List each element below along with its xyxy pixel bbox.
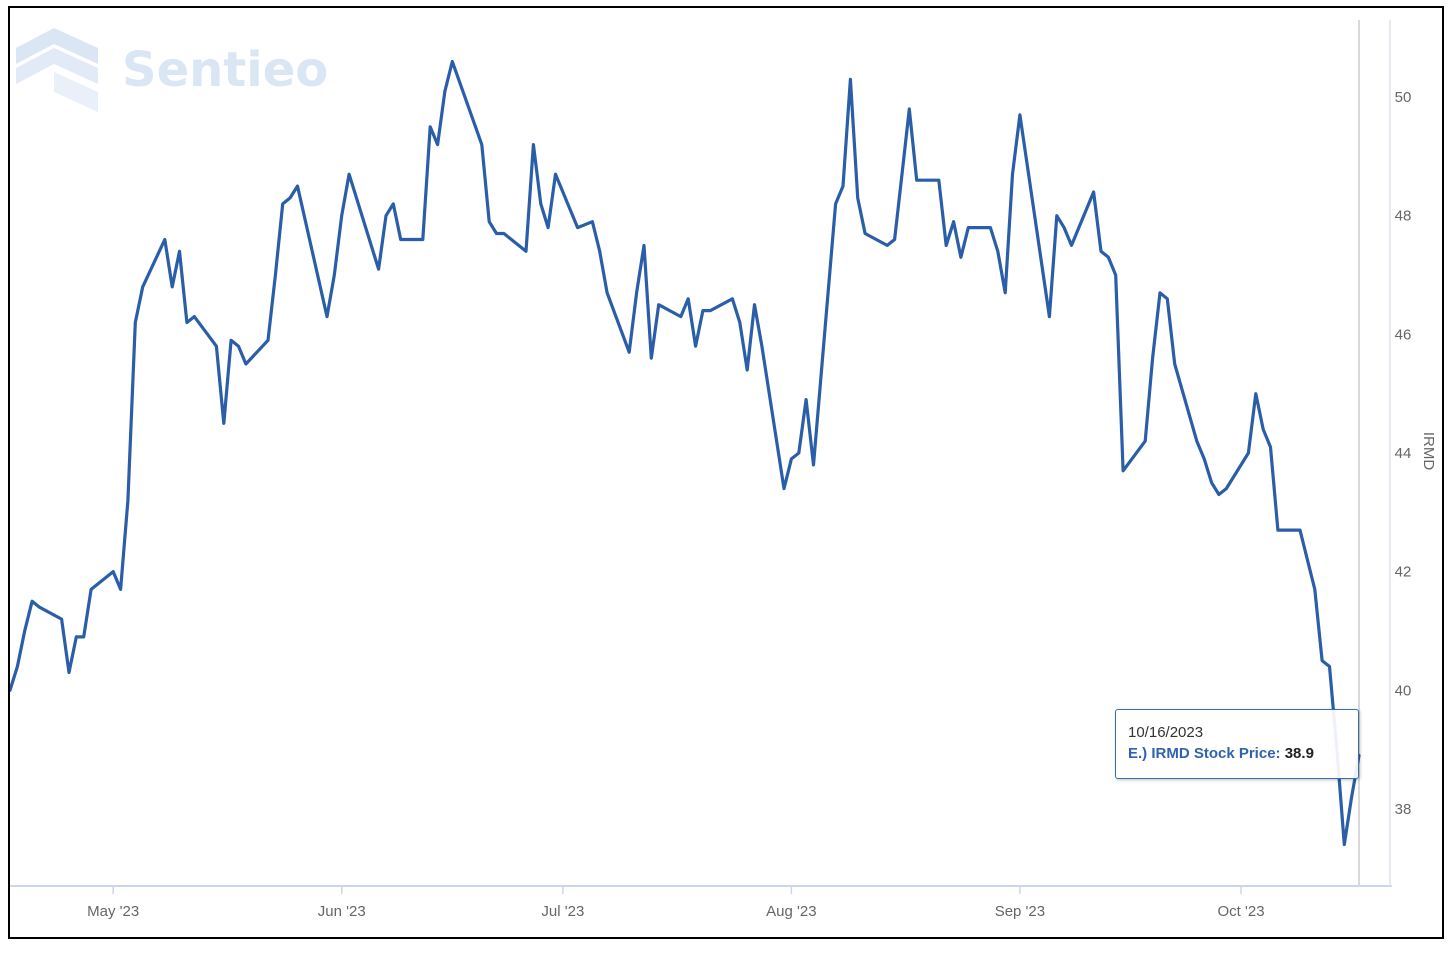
sentieo-logo: Sentieo — [16, 28, 328, 112]
series-line-irmd[interactable] — [10, 59, 1361, 847]
y-tick-label: 40 — [1395, 682, 1412, 699]
logo-mark-middle — [16, 48, 98, 84]
y-tick-label: 46 — [1395, 326, 1412, 343]
chart-frame: Sentieo May '23 Jun '23 Jul '23 Aug '23 Sep … — [8, 6, 1444, 939]
y-axis-ticks: 38 40 42 44 46 48 50 — [1395, 89, 1412, 818]
y-tick-label: 44 — [1395, 445, 1412, 462]
logo-mark-top — [16, 28, 98, 64]
logo-mark-bottom — [54, 72, 98, 112]
x-tick-label: May '23 — [87, 903, 139, 920]
y-tick-label: 48 — [1395, 208, 1412, 225]
x-tick-label: Jul '23 — [541, 903, 584, 920]
y-tick-label: 38 — [1395, 801, 1412, 818]
tooltip-value: 38.9 — [1284, 745, 1314, 762]
tooltip-date: 10/16/2023 — [1128, 724, 1204, 741]
x-tick-label: Aug '23 — [766, 903, 816, 920]
y-tick-label: 50 — [1395, 89, 1412, 106]
tooltip-series-label: E.) IRMD Stock Price: — [1128, 745, 1281, 762]
watermark-text: Sentieo — [122, 42, 328, 98]
line-chart: Sentieo May '23 Jun '23 Jul '23 Aug '23 Sep … — [10, 20, 1437, 920]
x-tick-label: Oct '23 — [1218, 903, 1265, 920]
x-tick-label: Jun '23 — [318, 903, 366, 920]
tooltip-value-row: E.) IRMD Stock Price: 38.9 — [1128, 743, 1346, 764]
y-axis-label: IRMD — [1420, 432, 1437, 470]
y-tick-label: 42 — [1395, 564, 1412, 581]
x-axis-ticks: May '23 Jun '23 Jul '23 Aug '23 Sep '23 Oct '… — [87, 886, 1265, 920]
hover-tooltip: 10/16/2023 E.) IRMD Stock Price: 38.9 — [1115, 709, 1359, 779]
x-tick-label: Sep '23 — [995, 903, 1045, 920]
